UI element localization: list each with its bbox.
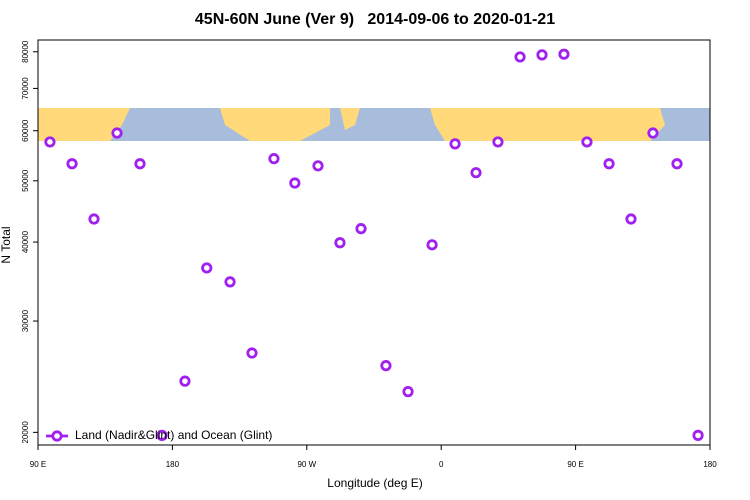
point (514, 51, 526, 63)
point (671, 158, 683, 170)
point (134, 158, 146, 170)
point (44, 136, 56, 148)
x-tick-label: 0 (439, 460, 444, 469)
point (449, 138, 461, 150)
y-tick-label: 40000 (21, 230, 30, 253)
chart-title: 45N-60N June (Ver 9) 2014-09-06 to 2020-… (195, 11, 555, 28)
y-tick-label: 30000 (21, 309, 30, 332)
x-tick-label: 90 E (30, 460, 46, 469)
y-tick-label: 50000 (21, 169, 30, 192)
map-strip (38, 108, 710, 141)
point (224, 276, 236, 288)
point (536, 49, 548, 61)
point (402, 386, 414, 398)
point (246, 347, 258, 359)
point (647, 127, 659, 139)
point (334, 237, 346, 249)
y-tick-label: 60000 (21, 119, 30, 142)
point (558, 48, 570, 60)
y-tick-label: 70000 (21, 77, 30, 100)
point (581, 136, 593, 148)
x-tick-label: 90 E (567, 460, 583, 469)
map-land (430, 108, 665, 141)
point (692, 429, 704, 441)
point (111, 127, 123, 139)
plot-frame (37, 39, 711, 446)
x-axis-label: Longitude (deg E) (327, 476, 422, 490)
point (625, 213, 637, 225)
map-land (340, 108, 360, 130)
point (492, 136, 504, 148)
point (88, 213, 100, 225)
point (380, 360, 392, 372)
point (201, 262, 213, 274)
point (355, 223, 367, 235)
x-tick-label: 180 (703, 460, 717, 469)
map-land (220, 108, 330, 141)
point (312, 160, 324, 172)
point (603, 158, 615, 170)
point (289, 177, 301, 189)
y-tick-label: 20000 (21, 421, 30, 444)
y-tick-label: 80000 (21, 40, 30, 63)
legend-label: Land (Nadir&Glint) and Ocean (Glint) (75, 428, 272, 442)
point (66, 158, 78, 170)
point (156, 429, 168, 441)
map-land (38, 108, 108, 141)
point (268, 153, 280, 165)
point (470, 167, 482, 179)
y-axis-label: N Total (0, 226, 13, 263)
x-tick-label: 90 W (297, 460, 316, 469)
point (426, 239, 438, 251)
x-tick-label: 180 (166, 460, 180, 469)
legend-marker (51, 430, 63, 442)
point (179, 375, 191, 387)
